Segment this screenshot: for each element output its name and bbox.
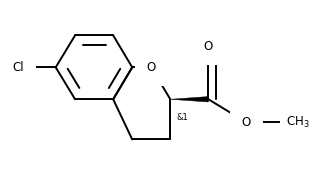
- Text: O: O: [242, 116, 251, 129]
- Text: Cl: Cl: [13, 61, 25, 74]
- Text: O: O: [146, 61, 156, 74]
- Text: O: O: [204, 40, 213, 53]
- Text: &1: &1: [177, 113, 188, 122]
- Polygon shape: [170, 97, 208, 102]
- Text: CH$_3$: CH$_3$: [286, 115, 310, 130]
